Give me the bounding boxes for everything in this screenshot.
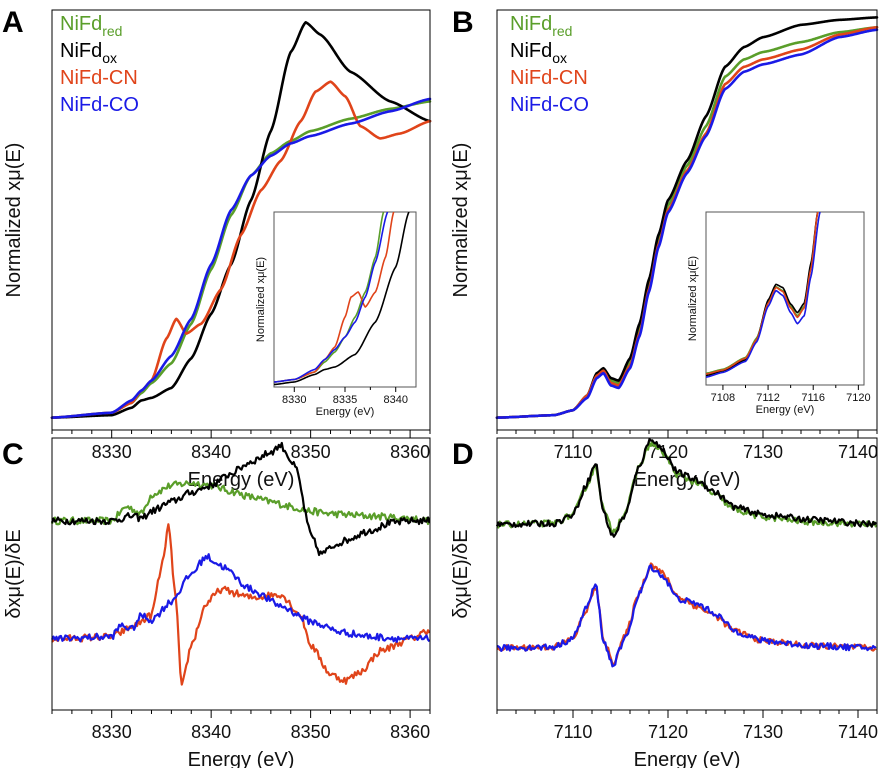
x-tick-label: 8360: [390, 442, 430, 462]
series-line-nifd-co: [50, 97, 432, 419]
x-tick-label: 8350: [291, 442, 331, 462]
legend-entry-nifd-co: NiFd-CO: [60, 94, 139, 116]
series-line-nifd-cn: [51, 523, 431, 686]
inset-x-axis-label: Energy (eV): [756, 404, 815, 416]
inset-x-tick-label: 7116: [801, 392, 825, 404]
inset-x-tick-label: 8330: [282, 394, 306, 406]
series-line-nifd-co: [496, 564, 877, 668]
inset-x-axis-label: Energy (eV): [316, 406, 375, 418]
x-tick-label: 7140: [838, 722, 878, 742]
x-tick-label: 7130: [743, 722, 783, 742]
y-axis-label: δχμ(E)/δE: [450, 529, 472, 618]
x-tick-label: 8350: [291, 722, 331, 742]
panel-c-derivative-chart: 8330 8340 8350 8360 Energy (eV) δxμ(E)/δE: [3, 437, 431, 768]
plot-frame: [51, 437, 431, 711]
panel-letter-d: D: [452, 438, 474, 471]
inset-frame: [273, 211, 417, 388]
x-axis-label: Energy (eV): [634, 749, 741, 768]
inset-series-line-nifd-co: [706, 212, 821, 378]
inset-y-axis-label: Normalized xμ(E): [255, 257, 267, 342]
y-axis-label: δxμ(E)/δE: [3, 529, 25, 618]
legend-entry-nifd-ox: NiFdox: [510, 40, 567, 66]
series-line-nifd-co: [51, 553, 431, 643]
inset-x-tick-label: 8340: [383, 394, 407, 406]
legend-entry-nifd-ox: NiFdox: [60, 40, 117, 66]
inset-y-axis-label: Normalized xμ(E): [687, 256, 699, 341]
inset-series-line-nifd-co: [274, 212, 389, 383]
panel-letter-a: A: [2, 6, 24, 39]
panel-letter-b: B: [452, 6, 474, 39]
series-line-nifd-ox: [495, 438, 877, 538]
inset-x-tick-label: 7108: [711, 392, 735, 404]
y-axis-label: Normalized xμ(E): [3, 143, 25, 298]
legend-entry-nifd-cn: NiFd-CN: [510, 67, 588, 89]
x-tick-label: 8330: [92, 442, 132, 462]
x-tick-label: 8360: [390, 722, 430, 742]
inset-x-tick-label: 8335: [333, 394, 357, 406]
series-line-nifd-ox: [50, 21, 432, 419]
x-tick-label: 7110: [554, 722, 593, 742]
panel-d-derivative-chart: 7110 7120 7130 7140 Energy (eV) δχμ(E)/δE: [450, 437, 878, 768]
inset-x-tick-label: 7112: [756, 392, 780, 404]
x-tick-label: 8340: [191, 722, 231, 742]
x-tick-label: 8330: [92, 722, 132, 742]
x-axis-label: Energy (eV): [188, 749, 295, 768]
x-tick-label: 7120: [648, 722, 688, 742]
legend-entry-nifd-co: NiFd-CO: [510, 94, 589, 116]
plot-frame: [51, 9, 431, 431]
inset-x-tick-label: 7120: [846, 392, 870, 404]
x-tick-label: 8340: [191, 442, 231, 462]
series-line-nifd-co: [495, 28, 879, 419]
panel-letter-c: C: [2, 438, 24, 471]
y-axis-label: Normalized xμ(E): [450, 143, 472, 298]
legend-entry-nifd-red: NiFdred: [60, 13, 122, 39]
x-tick-label: 7140: [838, 442, 878, 462]
x-tick-label: 7130: [743, 442, 783, 462]
inset-series-line-nifd-ox: [274, 212, 410, 386]
legend-entry-nifd-cn: NiFd-CN: [60, 67, 138, 89]
series-line-nifd-ox: [50, 441, 431, 557]
panel-b-xanes-chart: 7110 7120 7130 7140 Energy (eV) Normalized xμ…: [450, 9, 879, 491]
panel-a-xanes-chart: 8330 8340 8350 8360 Energy (eV) Normalized xμ…: [3, 9, 432, 491]
legend-entry-nifd-red: NiFdred: [510, 13, 572, 39]
x-tick-label: 7110: [554, 442, 593, 462]
